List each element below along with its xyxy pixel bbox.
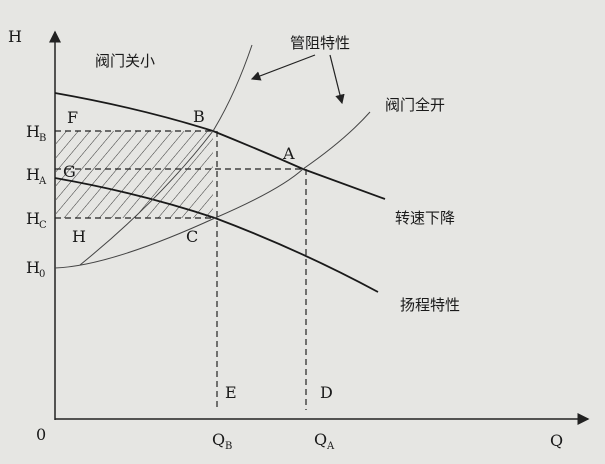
point-A: A: [282, 144, 295, 163]
x-axis-label: Q: [550, 431, 563, 450]
svg-text:A: A: [326, 441, 335, 452]
svg-text:B: B: [225, 441, 232, 452]
svg-text:C: C: [39, 220, 47, 231]
point-G: G: [63, 162, 76, 181]
svg-text:H: H: [26, 258, 40, 277]
svg-text:B: B: [39, 133, 46, 144]
svg-text:Q: Q: [212, 430, 225, 449]
pipe-curve-valve-closed: [79, 44, 253, 266]
y-axis-label: H: [8, 27, 22, 46]
point-D: D: [320, 383, 333, 402]
label-valve-open: 阀门全开: [385, 96, 445, 114]
label-valve-closed: 阀门关小: [95, 52, 155, 70]
arrow-to-closed-curve: [250, 54, 316, 81]
svg-text:H: H: [26, 165, 40, 184]
arrow-to-open-curve: [329, 54, 345, 105]
point-H: H: [72, 227, 86, 246]
guide-lines: [55, 130, 307, 410]
label-head-characteristic: 扬程特性: [400, 296, 460, 314]
svg-text:A: A: [38, 176, 47, 187]
pipe-curve-valve-open: [54, 111, 371, 269]
svg-text:H: H: [26, 209, 40, 228]
point-C: C: [186, 227, 198, 246]
point-F: F: [67, 108, 78, 127]
label-pipe-resistance: 管阻特性: [290, 34, 350, 52]
svg-text:H: H: [26, 122, 40, 141]
point-B: B: [193, 107, 205, 126]
label-speed-reduced: 转速下降: [395, 209, 455, 227]
hatched-energy-area: [56, 131, 213, 218]
svg-text:0: 0: [39, 269, 45, 280]
point-E: E: [225, 383, 237, 402]
origin-label: 0: [36, 425, 46, 444]
svg-text:Q: Q: [314, 430, 327, 449]
